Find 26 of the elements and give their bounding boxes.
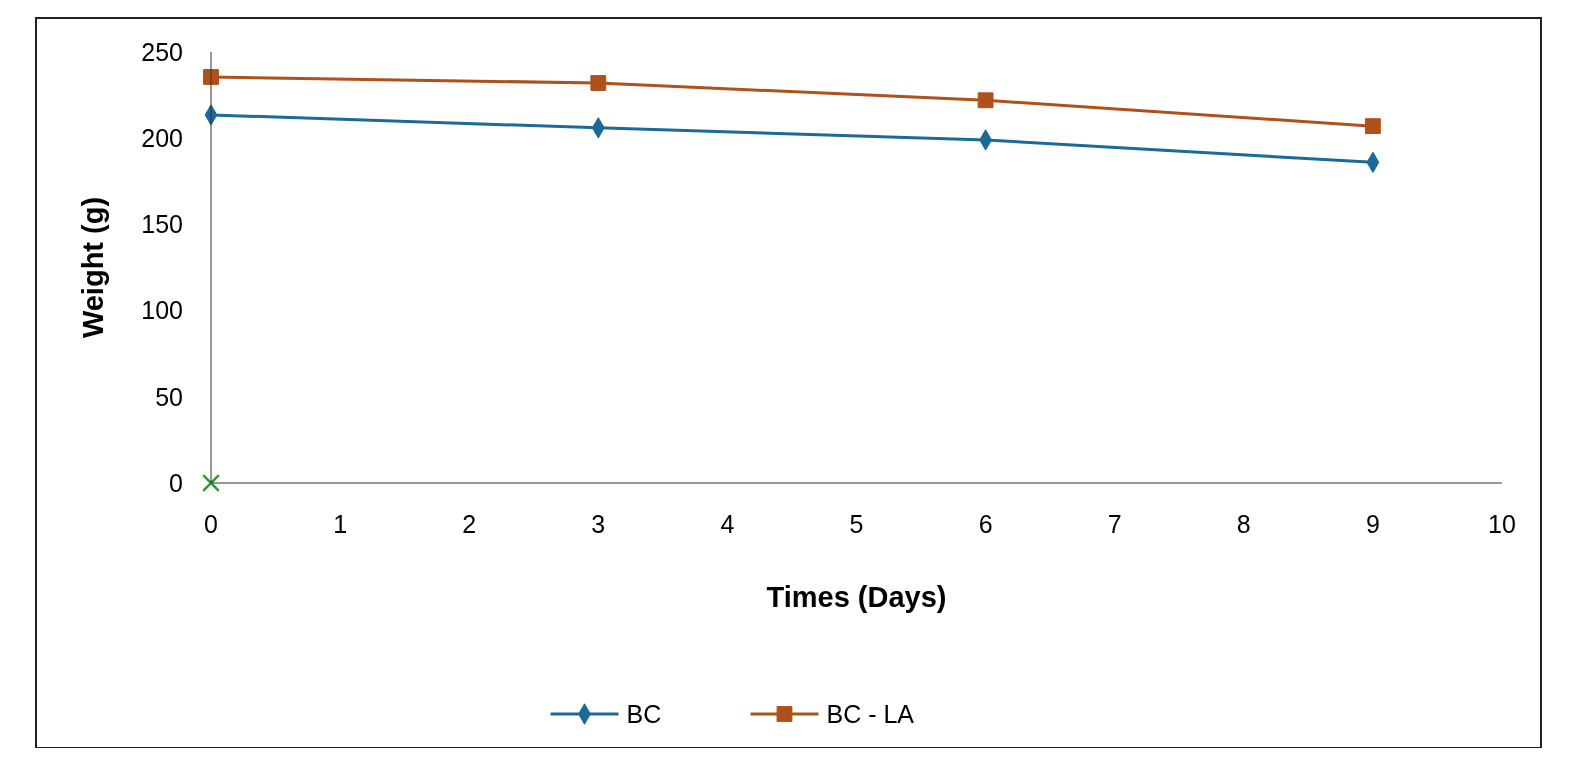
y-tick-label: 0 xyxy=(169,468,183,497)
x-tick-label: 9 xyxy=(1365,510,1380,538)
y-tick-label: 150 xyxy=(141,210,183,239)
y-axis-title: Weight (g) xyxy=(77,196,109,339)
x-tick-label: 5 xyxy=(849,510,864,538)
point xyxy=(1364,118,1381,135)
x-tick-label: 7 xyxy=(1107,510,1122,538)
legend-label: BC - LA xyxy=(826,699,915,728)
x-tick-label: 2 xyxy=(462,510,477,538)
y-tick-label: 250 xyxy=(141,37,183,66)
y-tick-label: 100 xyxy=(141,296,183,325)
y-tick-label: 50 xyxy=(155,382,183,411)
x-axis-title: Times (Days) xyxy=(766,581,947,613)
x-tick-label: 3 xyxy=(591,510,606,538)
x-tick-label: 8 xyxy=(1236,510,1251,538)
x-tick-label: 6 xyxy=(978,510,993,538)
point xyxy=(590,75,607,91)
x-tick-label: 1 xyxy=(333,510,348,538)
x-tick-label: 0 xyxy=(204,510,218,538)
x-tick-label: 10 xyxy=(1488,510,1516,538)
x-tick-label: 4 xyxy=(720,510,735,538)
point xyxy=(977,92,994,109)
point xyxy=(201,473,221,493)
y-tick-label: 200 xyxy=(141,123,183,152)
point xyxy=(203,69,219,85)
legend-label: BC xyxy=(626,699,662,728)
